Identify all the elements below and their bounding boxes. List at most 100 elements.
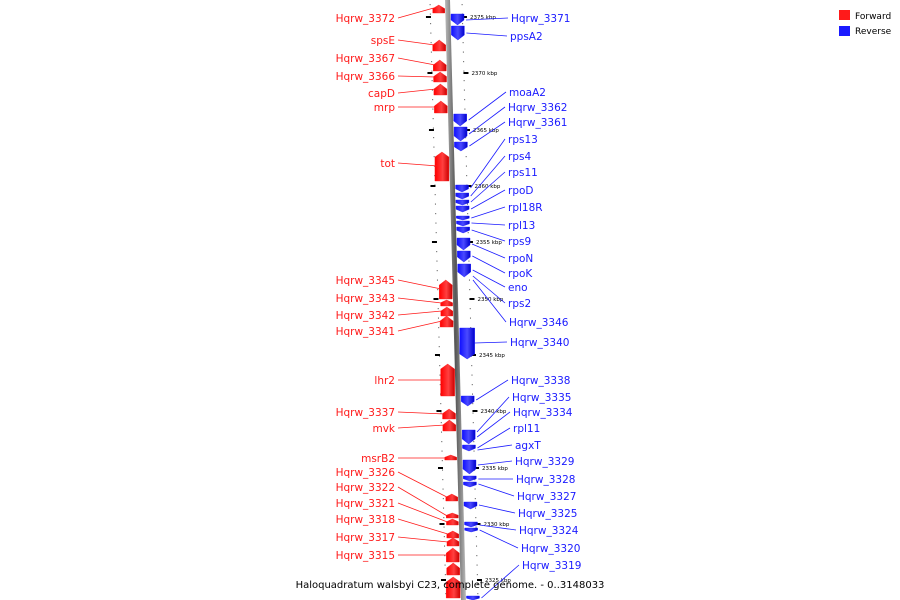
reverse-leader-line: [476, 411, 511, 438]
strand-dot: [443, 526, 445, 528]
strand-dot: [469, 289, 471, 291]
forward-gene-arrow: [433, 59, 447, 72]
forward-gene-label: Hqrw_3372: [336, 13, 395, 25]
forward-gene-label: mvk: [372, 423, 395, 435]
reverse-gene-arrow: [461, 395, 475, 407]
strand-dot: [443, 507, 445, 509]
strand-dot: [433, 156, 435, 158]
strand-dot: [472, 403, 474, 405]
forward-leader-line: [397, 320, 443, 332]
reverse-gene-label: rps9: [508, 236, 531, 248]
strand-dot: [432, 127, 434, 129]
reverse-gene-label: rpl11: [513, 423, 540, 435]
strand-dot: [444, 545, 446, 547]
axis-tick-right: [475, 523, 481, 525]
reverse-gene-arrow: [462, 444, 476, 452]
strand-dot: [434, 175, 436, 177]
reverse-leader-line: [471, 206, 506, 219]
reverse-leader-line: [478, 483, 515, 497]
forward-gene-arrow: [446, 518, 459, 526]
strand-dot: [434, 203, 436, 205]
reverse-gene-arrow: [464, 521, 478, 528]
axis-tick-label: 2355 kbp: [476, 240, 502, 246]
forward-leader-line: [397, 411, 445, 415]
axis-tick-label: 2350 kbp: [477, 297, 503, 303]
strand-dot: [437, 289, 439, 291]
reverse-gene-arrow: [456, 237, 471, 251]
reverse-gene-label: Hqrw_3362: [508, 102, 567, 114]
strand-dot: [431, 61, 433, 63]
legend-forward-label: Forward: [855, 12, 891, 22]
strand-dot: [477, 583, 479, 585]
reverse-leader-line: [472, 279, 507, 323]
strand-dot: [438, 327, 440, 329]
strand-dot: [476, 564, 478, 566]
strand-dot: [475, 507, 477, 509]
reverse-gene-arrow: [455, 199, 470, 206]
forward-gene-label: Hqrw_3345: [336, 275, 395, 287]
strand-dot: [465, 137, 467, 139]
strand-dot: [442, 498, 444, 500]
reverse-gene-label: Hqrw_3325: [518, 508, 577, 520]
reverse-gene-arrow: [454, 141, 468, 152]
forward-leader-line: [397, 75, 436, 78]
axis-tick-left: [425, 16, 431, 18]
reverse-gene-label: Hqrw_3328: [516, 474, 575, 486]
forward-gene-label: Hqrw_3317: [336, 532, 395, 544]
axis-tick-label: 2375 kbp: [470, 15, 496, 21]
strand-dot: [470, 327, 472, 329]
forward-leader-line: [397, 518, 448, 535]
axis-tick-right: [476, 579, 482, 581]
reverse-leader-line: [466, 17, 509, 21]
reverse-gene-arrow: [453, 126, 468, 142]
forward-gene-arrow: [440, 363, 455, 397]
reverse-gene-arrow: [455, 184, 469, 193]
forward-gene-label: Hqrw_3315: [336, 550, 395, 562]
strand-dot: [476, 555, 478, 557]
strand-dot: [467, 213, 469, 215]
reverse-gene-label: rpoK: [508, 268, 533, 280]
reverse-gene-label: Hqrw_3361: [508, 117, 567, 129]
reverse-gene-arrow: [451, 25, 465, 41]
axis-tick-label: 2370 kbp: [471, 71, 497, 77]
reverse-gene-label: rps4: [508, 151, 531, 163]
reverse-leader-line: [468, 91, 507, 121]
strand-dot: [429, 13, 431, 15]
strand-dot: [431, 89, 433, 91]
strand-dot: [472, 422, 474, 424]
strand-dot: [432, 118, 434, 120]
forward-leader-line: [397, 502, 448, 523]
strand-dot: [462, 23, 464, 25]
forward-gene-arrow: [432, 4, 445, 14]
strand-dot: [437, 308, 439, 310]
gene-features: [432, 4, 480, 600]
strand-dot: [436, 270, 438, 272]
strand-dot: [469, 317, 471, 319]
strand-dot: [440, 422, 442, 424]
axis-tick-label: 2345 kbp: [479, 353, 505, 359]
forward-gene-label: Hqrw_3342: [336, 310, 395, 322]
reverse-leader-line: [470, 155, 506, 197]
forward-gene-arrow: [446, 512, 459, 519]
strand-dot: [442, 479, 444, 481]
reverse-leader-line: [470, 189, 506, 210]
reverse-gene-label: rpl13: [508, 220, 535, 232]
strand-dot: [439, 365, 441, 367]
reverse-gene-label: rps13: [508, 134, 538, 146]
axis-tick-left: [431, 241, 437, 243]
strand-dot: [433, 137, 435, 139]
reverse-gene-label: Hqrw_3340: [510, 337, 569, 349]
reverse-gene-label: rpoD: [508, 185, 534, 197]
strand-dot: [444, 555, 446, 557]
strand-dot: [431, 80, 433, 82]
reverse-gene-arrow: [463, 475, 477, 482]
strand-dot: [475, 517, 477, 519]
forward-gene-arrow: [433, 71, 447, 83]
strand-dot: [442, 488, 444, 490]
strand-dot: [476, 545, 478, 547]
reverse-gene-arrow: [459, 327, 475, 360]
strand-dot: [464, 108, 466, 110]
reverse-leader-line: [481, 564, 520, 599]
strand-dot: [436, 279, 438, 281]
reverse-gene-label: rpoN: [508, 253, 533, 265]
